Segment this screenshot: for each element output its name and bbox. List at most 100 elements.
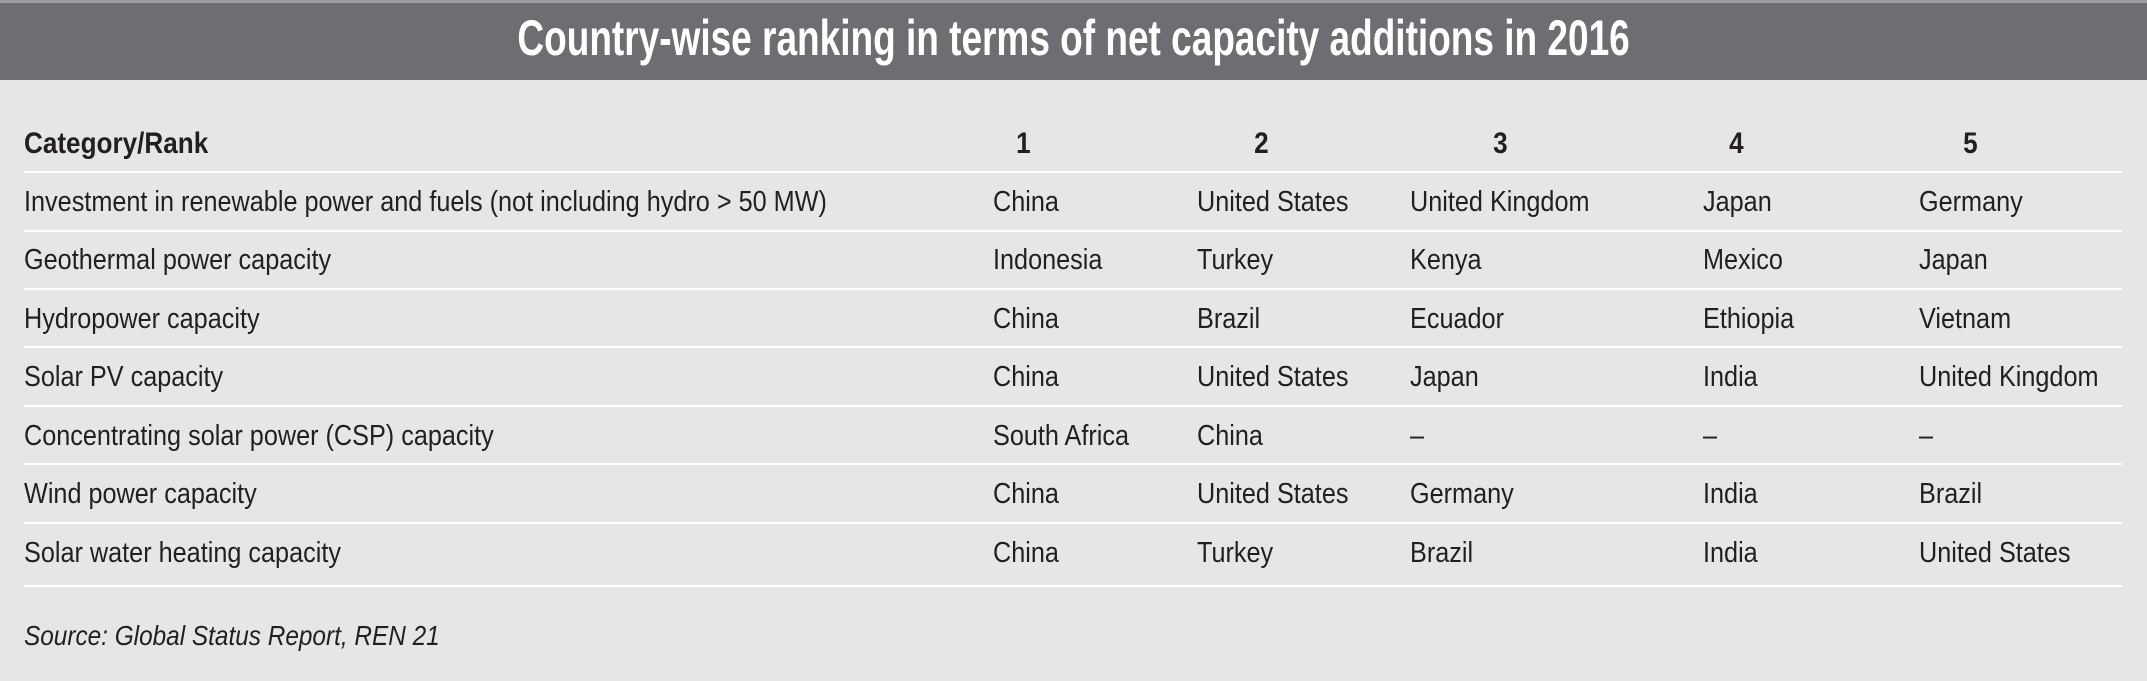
cell-text: Japan <box>1703 186 1772 218</box>
rank-3-cell: United Kingdom <box>1410 173 1616 231</box>
cell-text: United Kingdom <box>1410 186 1590 218</box>
rank-2-cell: Turkey <box>1197 231 1285 289</box>
rank-2-cell: Turkey <box>1197 524 1285 582</box>
cell-text: Japan <box>1919 244 1988 276</box>
rank-1-cell: China <box>993 465 1069 523</box>
top-border <box>0 0 2147 3</box>
column-header-rank-3: 3 <box>1470 115 1530 173</box>
cell-text: United States <box>1197 361 1349 393</box>
rank-3-cell: Brazil <box>1410 524 1483 582</box>
category-cell: Geothermal power capacity <box>24 231 377 289</box>
column-header-rank-1: 1 <box>993 115 1053 173</box>
rank-5-cell: Japan <box>1919 231 1998 289</box>
cell-text: United States <box>1197 478 1349 510</box>
rank-3-cell: Japan <box>1410 348 1489 406</box>
cell-text: – <box>1410 420 1425 452</box>
cell-text: – <box>1703 420 1718 452</box>
cell-text: Ethiopia <box>1703 303 1795 335</box>
cell-text: United Kingdom <box>1919 361 2099 393</box>
cell-text: Brazil <box>1410 537 1474 569</box>
rank-1-cell: China <box>993 290 1069 348</box>
cell-text: 3 <box>1492 127 1508 160</box>
column-header-rank-2: 2 <box>1231 115 1291 173</box>
rank-2-cell: United States <box>1197 465 1371 523</box>
row-divider <box>24 585 2122 587</box>
rank-4-cell: India <box>1703 465 1766 523</box>
cell-text: Wind power capacity <box>24 478 257 510</box>
cell-text: Germany <box>1410 478 1514 510</box>
table-row: Wind power capacity China United States Ger… <box>0 465 2147 523</box>
cell-text: Concentrating solar power (CSP) capacity <box>24 420 494 452</box>
rank-1-cell: Indonesia <box>993 231 1119 289</box>
row-divider <box>24 171 2122 173</box>
category-cell: Investment in renewable power and fuels … <box>24 173 947 231</box>
rank-5-cell: Germany <box>1919 173 2038 231</box>
cell-text: 4 <box>1728 127 1744 160</box>
cell-text: China <box>1197 420 1263 452</box>
cell-text: Solar PV capacity <box>24 361 224 393</box>
source-text: Source: Global Status Report, REN 21 <box>24 620 440 651</box>
cell-text: Turkey <box>1197 244 1274 276</box>
rank-5-cell: Brazil <box>1919 465 1992 523</box>
rank-3-cell: Ecuador <box>1410 290 1518 348</box>
cell-text: Vietnam <box>1919 303 2012 335</box>
rank-3-cell: – <box>1410 407 1426 465</box>
cell-text: Germany <box>1919 186 2023 218</box>
cell-text: Japan <box>1410 361 1479 393</box>
category-cell: Solar water heating capacity <box>24 524 388 582</box>
table-row: Geothermal power capacity Indonesia Turkey… <box>0 231 2147 289</box>
cell-text: China <box>993 537 1059 569</box>
row-divider <box>24 463 2122 465</box>
cell-text: China <box>993 186 1059 218</box>
cell-text: Solar water heating capacity <box>24 537 341 569</box>
cell-text: Turkey <box>1197 537 1274 569</box>
rank-1-cell: South Africa <box>993 407 1149 465</box>
cell-text: China <box>993 303 1059 335</box>
column-header-category: Category/Rank <box>24 115 236 173</box>
column-header-rank-4: 4 <box>1706 115 1766 173</box>
rank-4-cell: Japan <box>1703 173 1782 231</box>
row-divider <box>24 230 2122 232</box>
title-text: Country-wise ranking in terms of net cap… <box>517 10 1630 66</box>
cell-text: Indonesia <box>993 244 1103 276</box>
rank-1-cell: China <box>993 524 1069 582</box>
rank-5-cell: – <box>1919 407 1935 465</box>
rank-2-cell: United States <box>1197 173 1371 231</box>
cell-text: 5 <box>1962 127 1978 160</box>
cell-text: Brazil <box>1197 303 1261 335</box>
source-note: Source: Global Status Report, REN 21 <box>24 614 502 658</box>
rank-2-cell: Brazil <box>1197 290 1270 348</box>
cell-text: Hydropower capacity <box>24 303 260 335</box>
table-row: Hydropower capacity China Brazil Ecuador Eth… <box>0 290 2147 348</box>
column-header-rank-5: 5 <box>1940 115 2000 173</box>
cell-text: Investment in renewable power and fuels … <box>24 186 827 218</box>
cell-text: India <box>1703 478 1758 510</box>
cell-text: Mexico <box>1703 244 1783 276</box>
cell-text: South Africa <box>993 420 1130 452</box>
row-divider <box>24 346 2122 348</box>
cell-text: 1 <box>1015 127 1031 160</box>
rank-3-cell: Kenya <box>1410 231 1492 289</box>
category-cell: Hydropower capacity <box>24 290 295 348</box>
table-row: Solar PV capacity China United States Japan… <box>0 348 2147 406</box>
row-divider <box>24 405 2122 407</box>
cell-text: Brazil <box>1919 478 1983 510</box>
rank-3-cell: Germany <box>1410 465 1529 523</box>
rank-1-cell: China <box>993 348 1069 406</box>
cell-text: Category/Rank <box>24 127 209 160</box>
page-title: Country-wise ranking in terms of net cap… <box>0 8 2147 68</box>
rank-2-cell: China <box>1197 407 1273 465</box>
table-row: Concentrating solar power (CSP) capacity… <box>0 407 2147 465</box>
rank-4-cell: India <box>1703 348 1766 406</box>
rank-4-cell: Mexico <box>1703 231 1795 289</box>
cell-text: United States <box>1197 186 1349 218</box>
rank-4-cell: Ethiopia <box>1703 290 1808 348</box>
rank-5-cell: Vietnam <box>1919 290 2025 348</box>
rank-1-cell: China <box>993 173 1069 231</box>
rank-4-cell: India <box>1703 524 1766 582</box>
title-bar <box>0 3 2147 80</box>
rank-5-cell: United Kingdom <box>1919 348 2125 406</box>
cell-text: United States <box>1919 537 2071 569</box>
category-cell: Concentrating solar power (CSP) capacity <box>24 407 564 465</box>
cell-text: – <box>1919 420 1934 452</box>
